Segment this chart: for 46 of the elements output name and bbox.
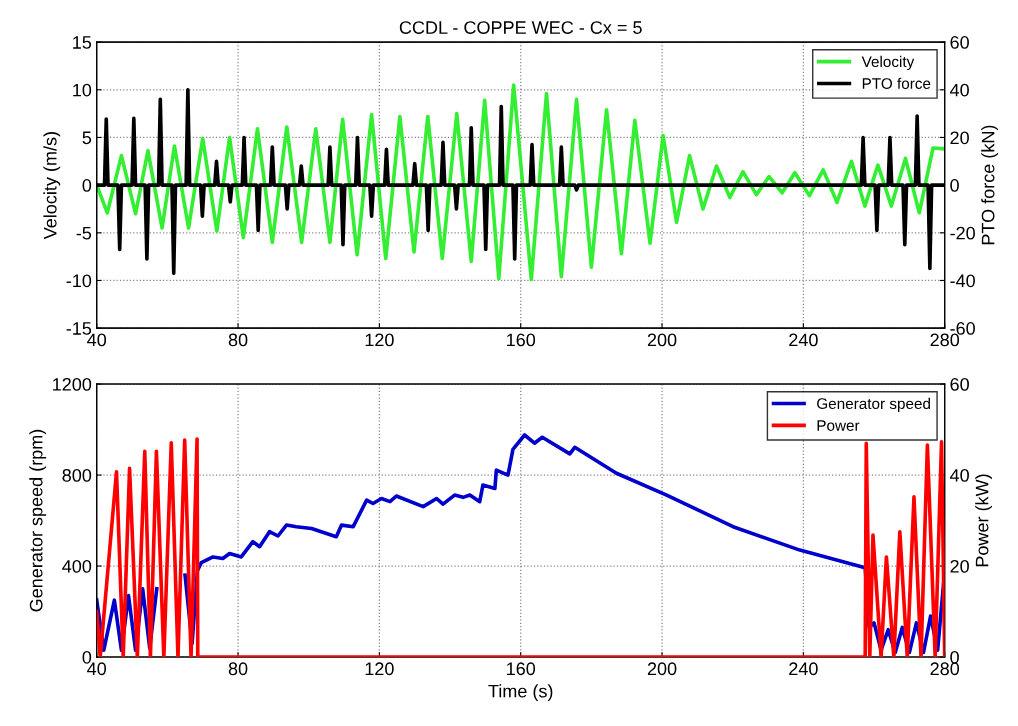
y2-tick-label: -60	[950, 322, 975, 335]
y-tick-label: -5	[76, 226, 92, 240]
y-axis-title: Generator speed (rpm)	[29, 429, 47, 612]
x-tick-label: 280	[930, 333, 960, 347]
y2-tick-label: 40	[949, 83, 969, 97]
x-tick-label: 160	[507, 662, 536, 676]
x-tick-label: 240	[789, 333, 818, 347]
y2-axis-title: Power (kW)	[975, 474, 993, 567]
x-tick-label: 240	[789, 662, 818, 676]
y2-tick-label: 20	[950, 131, 969, 145]
y-tick-label: -10	[66, 274, 92, 288]
y-tick-label: 5	[82, 131, 92, 145]
y-tick-label: 0	[82, 179, 92, 192]
x-tick-label: 280	[930, 662, 960, 676]
y2-tick-label: -40	[950, 274, 975, 288]
y2-tick-label: 0	[950, 650, 959, 664]
x-tick-label: 120	[365, 333, 394, 347]
y-tick-label: 400	[62, 559, 92, 573]
y2-tick-label: 60	[950, 36, 969, 49]
x-tick-label: 40	[87, 662, 107, 676]
x-tick-label: 160	[507, 333, 536, 347]
y2-tick-label: 40	[949, 468, 969, 482]
x-axis-title: Time (s)	[488, 684, 553, 702]
legend-label: Generator speed	[817, 397, 930, 413]
y-tick-label: 800	[62, 468, 92, 482]
legend-label: Power	[817, 420, 860, 431]
legend-label: Velocity	[861, 55, 915, 71]
x-tick-label: 40	[87, 333, 107, 347]
y2-tick-label: 60	[950, 377, 969, 391]
y2-tick-label: -20	[950, 226, 975, 240]
legend-label: PTO force	[862, 77, 931, 89]
y-tick-label: 0	[82, 650, 92, 664]
y2-axis-title: PTO force (kN)	[981, 125, 999, 245]
chart-title: CCDL - COPPE WEC - Cx = 5	[399, 21, 642, 34]
y-tick-label: 10	[73, 83, 92, 97]
y-tick-label: -15	[66, 322, 92, 335]
y-tick-label: 1200	[53, 377, 92, 391]
x-tick-label: 200	[647, 662, 677, 676]
x-tick-label: 80	[228, 662, 248, 676]
y2-tick-label: 20	[950, 559, 969, 573]
x-tick-label: 200	[647, 333, 677, 347]
y2-tick-label: 0	[950, 179, 959, 192]
x-tick-label: 80	[228, 333, 248, 347]
x-tick-label: 120	[365, 662, 394, 676]
y-tick-label: 15	[73, 36, 92, 49]
y-axis-title: Velocity (m/s)	[43, 132, 61, 240]
